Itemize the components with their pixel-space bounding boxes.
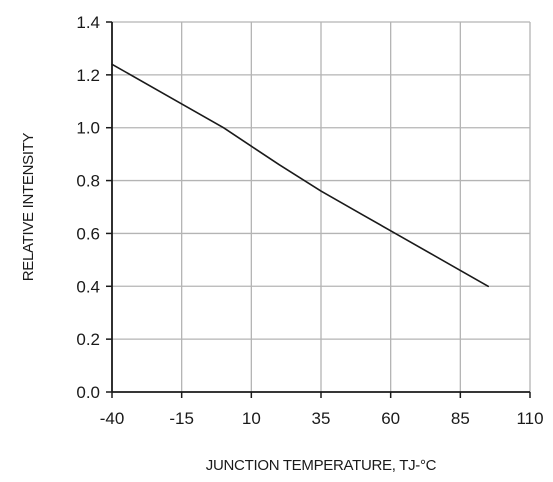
y-tick-label: 0.4: [76, 277, 100, 296]
x-tick-label: 110: [516, 409, 543, 428]
y-tick-label: 0.2: [76, 330, 100, 349]
y-axis-title: RELATIVE INTENSITY: [20, 132, 37, 281]
x-tick-label: -15: [169, 409, 194, 428]
grid: [112, 21, 531, 392]
x-tick-label: 60: [381, 409, 400, 428]
x-tick-label: 10: [242, 409, 261, 428]
y-tick-label: 0.6: [76, 224, 100, 243]
y-tick-label: 0.8: [76, 172, 100, 191]
y-tick-label: 0.0: [76, 383, 100, 402]
ticks: -40 -15 10 35 60 85 110 0.0 0.2 0.4 0.6 0.8 1.0 1.2 1.…: [76, 13, 543, 428]
x-tick-label: 85: [451, 409, 470, 428]
series: [111, 63, 490, 288]
y-tick-label: 1.4: [76, 13, 100, 32]
series-line: [111, 63, 490, 288]
y-tick-label: 1.2: [76, 66, 100, 85]
x-axis-title: JUNCTION TEMPERATURE, TJ-°C: [206, 457, 437, 474]
x-tick-label: 35: [312, 409, 331, 428]
x-tick-label: -40: [100, 409, 125, 428]
y-tick-label: 1.0: [76, 119, 100, 138]
